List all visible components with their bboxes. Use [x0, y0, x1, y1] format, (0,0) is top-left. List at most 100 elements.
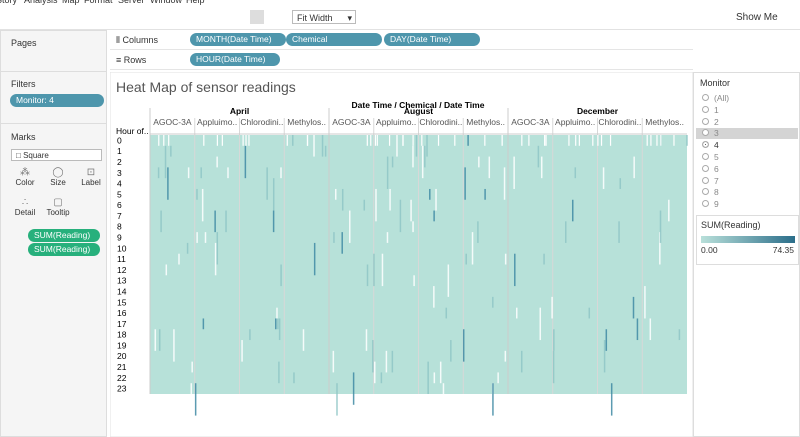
hour-label: 1: [117, 146, 122, 156]
monitor-option[interactable]: 1: [696, 105, 798, 116]
chemical-label: Chlorodini..: [240, 117, 283, 127]
hour-label: 5: [117, 189, 122, 199]
heat-gap: [521, 135, 523, 146]
menu-item[interactable]: Window: [150, 0, 183, 5]
heat-streak: [415, 135, 418, 157]
rows-shelf: ≡ Rows HOUR(Date Time): [110, 51, 693, 70]
heat-streak: [167, 167, 169, 200]
monitor-option[interactable]: 4: [696, 140, 798, 151]
heat-streak: [391, 350, 394, 373]
heat-streak: [450, 340, 452, 362]
radio: [702, 129, 709, 137]
monitor-option[interactable]: 2: [696, 117, 798, 128]
column-pill[interactable]: MONTH(Date Time): [190, 33, 286, 46]
fit-dropdown[interactable]: Fit Width ▾: [292, 10, 356, 24]
heat-gap: [388, 135, 391, 146]
monitor-label: 3: [714, 128, 719, 139]
monitor-label: (All): [714, 93, 730, 103]
monitor-label: 9: [714, 199, 719, 210]
mark-pill[interactable]: SUM(Reading): [28, 243, 100, 256]
heat-gap: [545, 135, 547, 146]
heat-streak: [293, 372, 295, 384]
heat-streak: [381, 253, 384, 287]
view: Heat Map of sensor readings Date Time / …: [110, 72, 693, 437]
heat-streak: [424, 145, 426, 168]
mark-button[interactable]: ◯ Size: [44, 167, 72, 195]
heat-streak: [588, 307, 591, 319]
chemical-label: Appluimo..: [555, 117, 595, 127]
heat-streak: [412, 221, 414, 233]
menu-item[interactable]: Format: [84, 0, 113, 5]
hour-label: 6: [117, 200, 122, 210]
hour-label: 9: [117, 233, 122, 243]
heat-streak: [352, 372, 355, 405]
radio: [702, 141, 709, 149]
heat-streak: [543, 253, 545, 265]
heat-streak: [276, 307, 278, 319]
heat-streak: [249, 329, 251, 341]
filter-pill[interactable]: Monitor: 4: [10, 94, 104, 107]
heat-gap: [568, 135, 570, 146]
month-label: December: [577, 106, 619, 116]
heat-gap: [158, 135, 160, 146]
heat-streak: [467, 135, 469, 146]
mark-button[interactable]: ⊡ Label: [77, 167, 105, 195]
menu-item[interactable]: Help: [186, 0, 205, 5]
monitor-option[interactable]: 5: [696, 152, 798, 163]
menu-item[interactable]: Map: [62, 0, 80, 5]
menu-item[interactable]: Analysis: [24, 0, 58, 5]
chemical-label: Chlorodini..: [419, 117, 462, 127]
row-header: Hour of..: [116, 126, 149, 136]
show-me[interactable]: Show Me: [736, 12, 778, 23]
mark-button[interactable]: ⁂ Color: [11, 167, 39, 195]
heat-streak: [439, 361, 442, 384]
hour-label: 11: [117, 254, 126, 264]
monitor-option[interactable]: 9: [696, 199, 798, 210]
heat-streak: [497, 372, 499, 384]
chemical-label: AGOC-3A: [153, 117, 192, 127]
heat-streak: [170, 145, 172, 157]
column-pill[interactable]: Chemical: [286, 33, 382, 46]
column-pill[interactable]: DAY(Date Time): [384, 33, 480, 46]
hour-label: 12: [117, 265, 127, 275]
menu-item[interactable]: Story: [0, 0, 18, 5]
heat-streak: [385, 350, 388, 373]
heat-streak: [421, 145, 424, 179]
heat-streak: [492, 383, 494, 416]
monitor-option[interactable]: 3: [696, 128, 798, 140]
rows-label: ≡ Rows: [116, 55, 147, 65]
heat-streak: [603, 340, 606, 373]
legend: SUM(Reading) 0.00 74.35: [696, 215, 799, 265]
legend-min: 0.00: [701, 245, 718, 255]
mark-button[interactable]: ∴ Detail: [11, 197, 39, 225]
heat-streak: [216, 156, 218, 168]
menu-item[interactable]: Server: [118, 0, 145, 5]
mark-type-dropdown[interactable]: □ Square: [11, 149, 102, 161]
heat-streak: [659, 232, 661, 265]
heat-streak: [447, 264, 450, 297]
heat-streak: [186, 242, 189, 254]
heat-streak: [244, 145, 247, 179]
heat-gap: [575, 135, 577, 146]
heat-streak: [678, 329, 681, 341]
hour-label: 23: [117, 384, 127, 394]
radio: [702, 200, 709, 208]
monitor-option[interactable]: (All): [696, 93, 798, 104]
toolbar-icon[interactable]: [250, 10, 264, 24]
mark-type: Square: [23, 151, 49, 160]
heat-streak: [341, 188, 344, 211]
heat-streak: [201, 188, 204, 222]
monitor-option[interactable]: 7: [696, 176, 798, 187]
monitor-option[interactable]: 6: [696, 164, 798, 175]
mark-pill[interactable]: SUM(Reading): [28, 229, 100, 242]
monitor-option[interactable]: 8: [696, 187, 798, 198]
heat-streak: [194, 383, 197, 416]
heat-streak: [196, 188, 198, 200]
row-pill[interactable]: HOUR(Date Time): [190, 53, 280, 66]
heat-streak: [389, 188, 391, 211]
heat-streak: [644, 286, 646, 319]
heat-gap: [454, 135, 456, 146]
mark-button[interactable]: ▢ Tooltip: [44, 197, 72, 225]
